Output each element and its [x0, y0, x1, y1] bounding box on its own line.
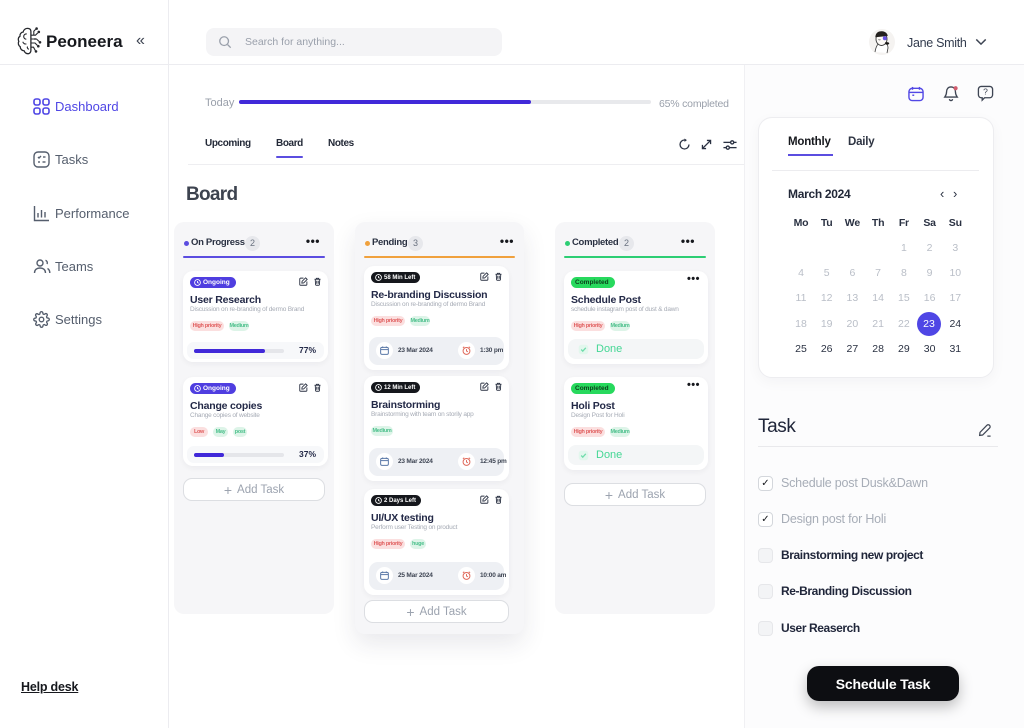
svg-text:?: ?: [983, 87, 988, 97]
